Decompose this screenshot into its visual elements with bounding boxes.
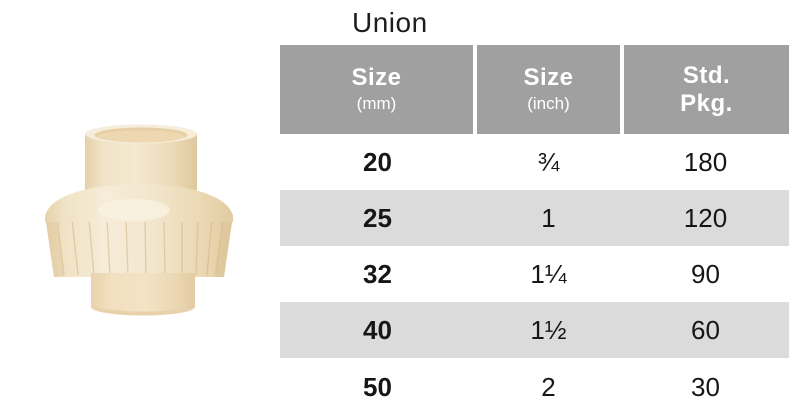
size-mm-cell: 32	[363, 258, 392, 289]
std-pkg-cell: 30	[691, 371, 720, 402]
size-mm-cell: 40	[280, 302, 475, 358]
header-std-pkg-line1: Std.	[682, 61, 731, 89]
size-inch-cell: 1¼	[530, 258, 567, 289]
header-size-inch: Size (inch)	[475, 45, 624, 134]
product-photo-union-fitting	[44, 123, 234, 319]
table-row: 40 1½ 60	[280, 302, 789, 358]
size-inch-cell: 1½	[475, 302, 622, 358]
header-size-inch-unit: (inch)	[527, 94, 570, 113]
size-mm-cell: 20	[363, 146, 392, 177]
std-pkg-cell: 120	[622, 190, 789, 246]
union-fitting-image	[45, 124, 233, 316]
size-inch-cell: ¾	[537, 146, 560, 177]
size-inch-cell: 2	[541, 371, 556, 402]
std-pkg-cell: 180	[683, 146, 728, 177]
header-size-mm-unit: (mm)	[356, 94, 397, 113]
size-inch-cell: 1	[475, 190, 622, 246]
table-row: 32 1¼ 90	[280, 246, 789, 302]
size-mm-cell: 25	[280, 190, 475, 246]
header-std-pkg: Std. Pkg.	[622, 45, 789, 134]
union-size-table: Size (mm) Size (inch) Std. Pkg. 20 ¾ 180	[280, 45, 789, 416]
page-title: Union	[352, 7, 428, 38]
header-size-mm: Size (mm)	[280, 45, 477, 134]
size-mm-cell: 50	[363, 371, 392, 402]
std-pkg-cell: 60	[622, 302, 789, 358]
table-header-row: Size (mm) Size (inch) Std. Pkg.	[280, 45, 789, 134]
spec-section: Union Size (mm) Size (inch) Std. Pkg.	[280, 0, 789, 418]
std-pkg-cell: 90	[691, 258, 720, 289]
table-row: 50 2 30	[280, 358, 789, 416]
header-size-inch-label: Size	[523, 64, 574, 91]
table-row: 25 1 120	[280, 190, 789, 246]
table-row: 20 ¾ 180	[280, 134, 789, 190]
header-std-pkg-line2: Pkg.	[680, 89, 733, 117]
header-size-mm-label: Size	[351, 64, 402, 91]
